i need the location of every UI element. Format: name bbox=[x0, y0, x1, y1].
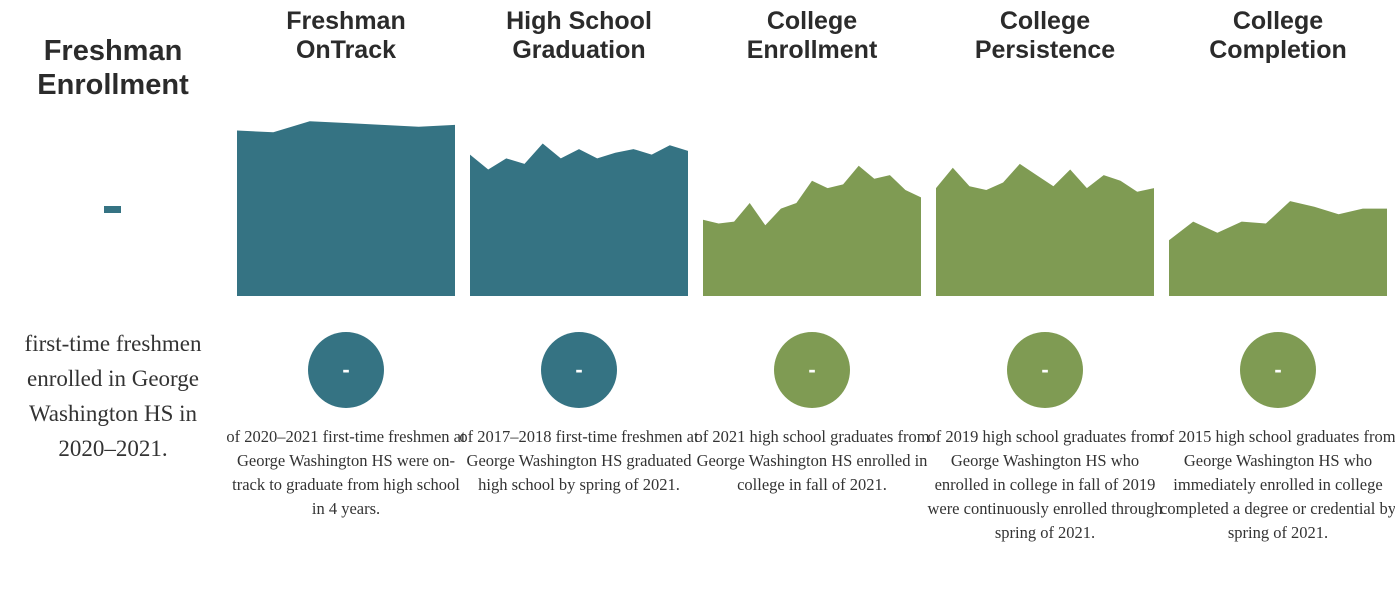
metric-badge: - bbox=[774, 332, 850, 408]
metric-badge: - bbox=[541, 332, 617, 408]
area-series bbox=[703, 165, 921, 296]
area-series bbox=[237, 121, 455, 296]
metric-card-college-enrollment: College Enrollment - of 2021 high school… bbox=[694, 0, 929, 611]
area-series bbox=[470, 143, 688, 296]
metric-description: of 2017–2018 first-time freshmen at Geor… bbox=[459, 427, 699, 494]
metric-title: College Completion bbox=[1209, 7, 1347, 64]
metric-card-high-school-graduation: High School Graduation - of 2017–2018 fi… bbox=[459, 0, 698, 611]
metric-card-freshman-ontrack: Freshman OnTrack - of 2020–2021 first-ti… bbox=[226, 0, 465, 611]
metric-title: Freshman OnTrack bbox=[286, 7, 406, 64]
lead-title: Freshman Enrollment bbox=[37, 35, 189, 101]
metric-card-college-persistence: College Persistence - of 2019 high schoo… bbox=[927, 0, 1162, 611]
area-chart bbox=[703, 165, 921, 296]
lead-value-dash bbox=[104, 206, 121, 213]
metric-badge: - bbox=[308, 332, 384, 408]
metric-badge: - bbox=[1007, 332, 1083, 408]
metric-badge: - bbox=[1240, 332, 1316, 408]
metric-description: of 2015 high school graduates from Georg… bbox=[1160, 427, 1395, 542]
lead-text: first-time freshmen enrolled in George W… bbox=[24, 331, 202, 461]
area-chart bbox=[936, 163, 1154, 296]
metric-description: of 2020–2021 first-time freshmen at Geor… bbox=[226, 427, 466, 518]
area-series bbox=[1169, 201, 1387, 296]
area-chart bbox=[237, 121, 455, 296]
metric-title: College Enrollment bbox=[746, 7, 878, 64]
metric-card-college-completion: College Completion - of 2015 high school… bbox=[1160, 0, 1395, 611]
metric-title: High School Graduation bbox=[506, 7, 652, 64]
metric-description: of 2019 high school graduates from Georg… bbox=[927, 427, 1163, 542]
area-series bbox=[936, 163, 1154, 296]
area-chart bbox=[1169, 201, 1387, 296]
metric-title: College Persistence bbox=[974, 7, 1116, 64]
area-chart bbox=[470, 143, 688, 296]
metric-description: of 2021 high school graduates from Georg… bbox=[694, 427, 930, 494]
